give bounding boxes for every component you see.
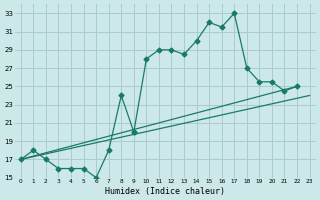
- X-axis label: Humidex (Indice chaleur): Humidex (Indice chaleur): [105, 187, 225, 196]
